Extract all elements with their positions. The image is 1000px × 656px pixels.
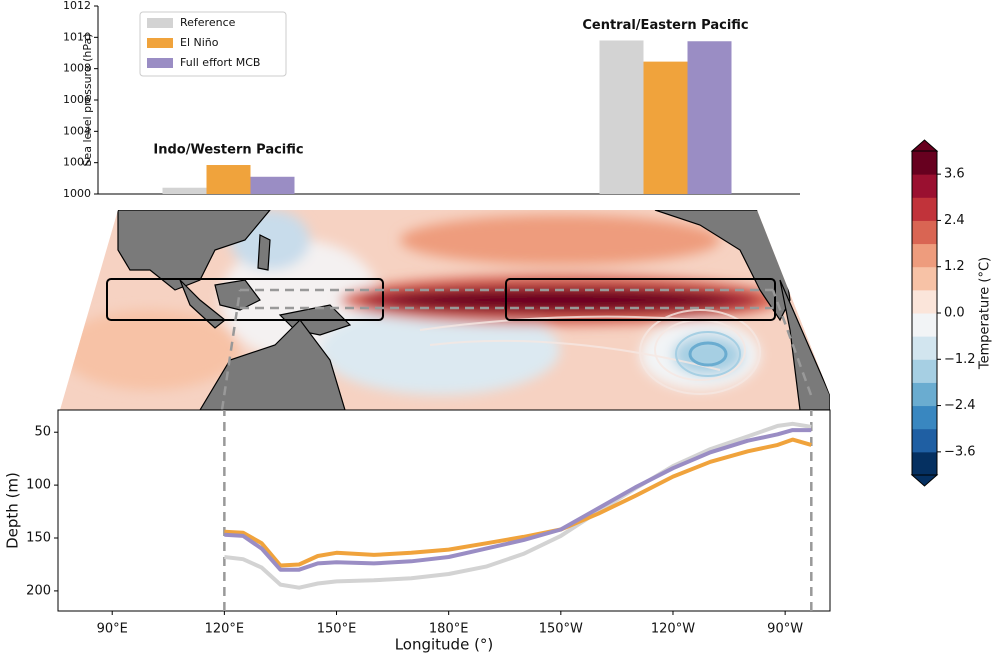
region-boxes (106, 278, 776, 321)
plot-frame (57, 409, 831, 612)
line (224, 428, 812, 572)
x-tick-label: 120°E (205, 622, 245, 637)
bar (206, 165, 251, 194)
y-tick-label: 1002 (63, 156, 91, 169)
bar (250, 176, 295, 194)
y-tick-label: 1000 (63, 187, 91, 200)
colorbar-segment (912, 289, 937, 314)
y-tick-label: 1008 (63, 62, 91, 75)
x-tick-label: 120°W (651, 622, 695, 637)
y-tick-label: 200 (26, 583, 51, 598)
colorbar-segment (912, 197, 937, 221)
colorbar-segment (912, 336, 937, 360)
colorbar-segment (912, 451, 937, 476)
bar (599, 40, 644, 194)
colorbar-extend (910, 139, 939, 152)
x-tick-label: 180°E (429, 622, 469, 637)
legend-swatch (147, 18, 173, 28)
y-tick-label: 1012 (63, 0, 91, 12)
legend-label: Full effort MCB (180, 56, 260, 69)
map (60, 210, 830, 410)
y-tick-label: 50 (34, 425, 51, 440)
colorbar-tick-label: 2.4 (944, 213, 965, 228)
colorbar-segment (912, 266, 937, 291)
colorbar-tick-label: −2.4 (944, 398, 976, 413)
legend-swatch (147, 58, 173, 68)
group-label: Indo/Western Pacific (153, 143, 303, 158)
colorbar-tick-label: −1.2 (944, 352, 976, 367)
colorbar-segment (912, 405, 937, 430)
legend: Reference El Niño Full effort MCB (139, 11, 287, 77)
colorbar-segment (912, 151, 937, 175)
x-axis-label: Longitude (°) (395, 636, 494, 654)
line (224, 421, 812, 590)
x-tick-label: 90°W (767, 622, 803, 637)
bar (687, 41, 732, 194)
colorbar-tick-label: 3.6 (944, 167, 965, 182)
group-label: Central/Eastern Pacific (582, 18, 748, 33)
colorbar-extend (910, 474, 939, 487)
legend-label: El Niño (180, 36, 219, 49)
colorbar-segment (912, 428, 937, 453)
bar (162, 187, 207, 194)
y-tick-label: 100 (26, 478, 51, 493)
x-tick-label: 150°W (539, 622, 583, 637)
bar (643, 61, 688, 194)
colorbar-segment (912, 382, 937, 407)
section-guides (220, 288, 813, 411)
y-tick-label: 1010 (63, 30, 91, 43)
x-tick-label: 150°E (317, 622, 357, 637)
y-tick-label: 150 (26, 531, 51, 546)
colorbar-segment (912, 313, 937, 337)
legend-swatch (147, 38, 173, 48)
colorbar-segment (912, 174, 937, 198)
legend-frame (139, 11, 287, 77)
colorbar-segment (912, 220, 937, 245)
colorbar-label: Temperature (°C) (978, 257, 993, 370)
legend-label: Reference (180, 16, 236, 29)
colorbar-segment (912, 359, 937, 383)
y-tick-label: 1006 (63, 93, 91, 106)
x-tick-label: 90°E (97, 622, 128, 637)
y-tick-label: 1004 (63, 124, 91, 137)
y-axis-label: Depth (m) (4, 472, 22, 549)
colorbar-tick-label: −3.6 (944, 444, 976, 459)
colorbar-tick-label: 0.0 (944, 306, 965, 321)
line (224, 437, 812, 568)
y-axis-label: Sea level pressure (hPa) (81, 33, 94, 166)
colorbar-segment (912, 243, 937, 268)
colorbar-tick-label: 1.2 (944, 259, 965, 274)
